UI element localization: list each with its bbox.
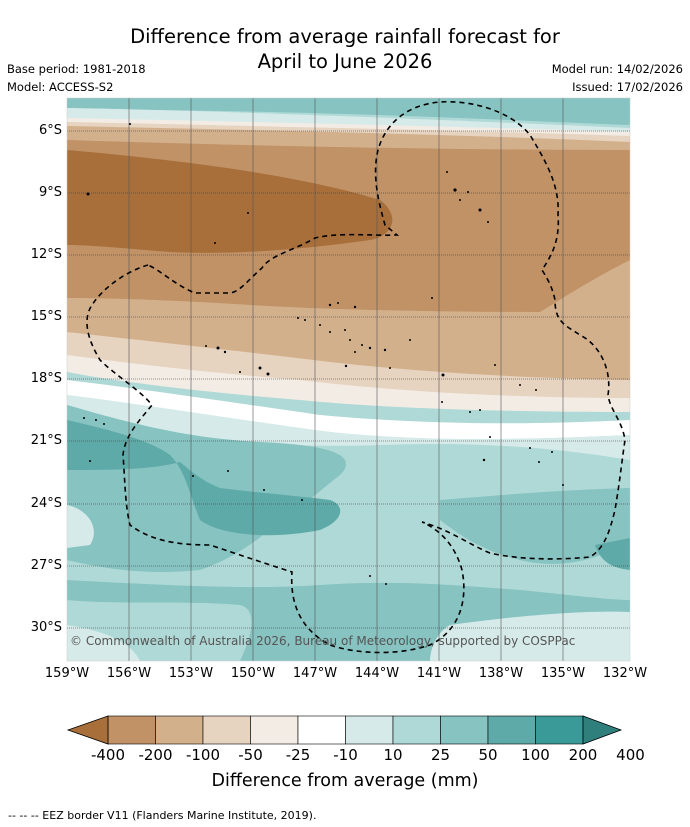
lon-label-144w: 144°W	[354, 666, 400, 681]
colorbar-tick-label: 50	[478, 746, 498, 764]
lon-label-150w: 150°W	[230, 666, 276, 681]
colorbar-tick-label: -10	[333, 746, 358, 764]
meta-left: Base period: 1981-2018 Model: ACCESS-S2	[7, 60, 146, 96]
meta-right: Model run: 14/02/2026 Issued: 17/02/2026	[552, 60, 683, 96]
lat-label-30s: 30°S	[30, 620, 62, 635]
band-50-100-north	[67, 98, 630, 125]
lon-label-135w: 135°W	[540, 666, 586, 681]
lat-label-9s: 9°S	[38, 185, 62, 200]
colorbar-cell	[250, 715, 299, 745]
lat-label-18s: 18°S	[30, 371, 62, 386]
colorbar-tick-label: -100	[185, 746, 221, 764]
colorbar-cell	[440, 715, 489, 745]
colorbar-tick-label: -400	[90, 746, 126, 764]
eez-footnote: -- -- -- EEZ border V11 (Flanders Marine…	[8, 809, 317, 822]
colorbar-max-arrow	[582, 715, 623, 745]
colorbar-tick-label: -25	[285, 746, 311, 764]
model-name: Model: ACCESS-S2	[7, 80, 114, 94]
issued-date: Issued: 17/02/2026	[572, 80, 683, 94]
band-neutral	[67, 380, 630, 440]
colorbar-cells	[107, 715, 584, 745]
band-10-25-southeast	[430, 611, 630, 661]
copyright-notice: © Commonwealth of Australia 2026, Bureau…	[70, 634, 576, 648]
colorbar-cell	[107, 715, 156, 745]
band-below-minus200	[67, 150, 393, 253]
colorbar-cell	[392, 715, 441, 745]
lat-label-6s: 6°S	[38, 123, 62, 138]
lat-label-15s: 15°S	[30, 309, 62, 324]
colorbar-tick-label: 400	[616, 746, 645, 764]
lon-label-141w: 141°W	[416, 666, 462, 681]
colorbar-tick-label: -200	[138, 746, 173, 764]
lon-label-156w: 156°W	[106, 666, 152, 681]
lon-label-138w: 138°W	[478, 666, 524, 681]
colorbar-title: Difference from average (mm)	[211, 771, 479, 791]
band-10-25-west	[67, 505, 94, 548]
colorbar-cell	[155, 715, 204, 745]
meridians	[128, 98, 564, 661]
colorbar-cell	[487, 715, 536, 745]
lon-label-159w: 159°W	[44, 666, 90, 681]
lat-label-24s: 24°S	[30, 496, 62, 511]
colorbar-cell	[202, 715, 251, 745]
title-line-2: April to June 2026	[257, 50, 433, 73]
model-run: Model run: 14/02/2026	[551, 62, 683, 76]
colorbar-tick-label: 100	[521, 746, 550, 764]
map-frame	[66, 97, 631, 662]
colorbar-tick-label: -50	[238, 746, 263, 764]
colorbar-tick-label: 200	[568, 746, 598, 764]
colorbar-tick-label: 10	[383, 746, 403, 764]
map-title: Difference from average rainfall forecas…	[0, 24, 690, 74]
map-field	[67, 98, 630, 661]
colorbar-cell	[297, 715, 346, 745]
colorbar-tick-label: 25	[430, 746, 451, 764]
lon-label-147w: 147°W	[292, 666, 338, 681]
lon-label-132w: 132°W	[602, 666, 648, 681]
colorbar-cell	[535, 715, 584, 745]
islands	[83, 123, 564, 585]
band-100-200-west	[67, 420, 341, 536]
colorbar-cell	[345, 715, 394, 745]
eez-border	[86, 100, 626, 654]
lat-label-27s: 27°S	[30, 558, 62, 573]
lat-label-12s: 12°S	[30, 247, 62, 262]
band-50-100-east	[440, 488, 630, 564]
lon-label-153w: 153°W	[168, 666, 214, 681]
band-10-25-mid	[67, 395, 630, 460]
colorbar-min-arrow	[66, 715, 109, 745]
title-line-1: Difference from average rainfall forecas…	[130, 25, 560, 48]
band-100-200-east	[595, 538, 630, 570]
lat-label-21s: 21°S	[30, 433, 62, 448]
band-10-25-southwest	[67, 625, 140, 661]
base-period: Base period: 1981-2018	[7, 62, 146, 76]
